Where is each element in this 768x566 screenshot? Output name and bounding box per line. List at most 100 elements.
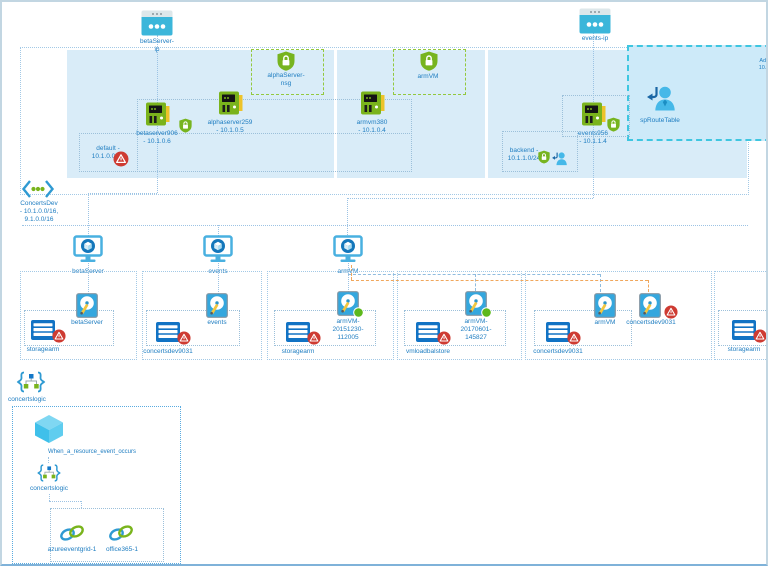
warning-icon xyxy=(52,329,66,343)
vm-icon[interactable] xyxy=(333,235,363,263)
shield-icon xyxy=(538,150,550,164)
public-ip-label: betaServer-ip xyxy=(140,38,174,53)
storage-inner-box xyxy=(718,310,766,346)
shield-icon xyxy=(179,118,192,133)
storage-label: storagearm xyxy=(281,348,315,355)
warning-icon xyxy=(567,331,581,345)
public-ip-icon[interactable] xyxy=(141,10,173,36)
storage-inner-box xyxy=(404,310,506,346)
connector-line xyxy=(88,193,157,194)
connector-line xyxy=(49,501,81,502)
connections-box xyxy=(50,508,164,562)
nic-icon[interactable] xyxy=(217,90,243,116)
storage-icon[interactable] xyxy=(285,319,311,345)
disk-icon[interactable] xyxy=(206,293,228,318)
resource-group-box xyxy=(525,271,712,360)
status-ok-icon xyxy=(353,307,364,318)
connector-line xyxy=(88,193,89,236)
warning-icon xyxy=(307,331,321,345)
storage-label: concertsdev9031 xyxy=(533,348,583,355)
logic-app-icon[interactable] xyxy=(14,370,48,394)
nic-label: events956- 10.1.1.4 xyxy=(578,130,608,145)
disk-icon[interactable] xyxy=(594,293,616,318)
connector-line xyxy=(348,263,349,292)
vm-icon[interactable] xyxy=(73,235,103,263)
resource-group-box xyxy=(714,271,766,360)
route-table-label: spRouteTable xyxy=(640,117,680,124)
connector-line xyxy=(49,494,50,501)
route-person-icon xyxy=(551,151,568,168)
connector-line-orange xyxy=(351,280,648,281)
connector-line xyxy=(347,198,593,199)
logic-inner-icon[interactable] xyxy=(35,463,63,483)
nic-icon[interactable] xyxy=(144,101,170,127)
resource-group-box xyxy=(142,271,262,360)
connector-line xyxy=(348,274,600,275)
subnet-tile-left xyxy=(67,50,334,178)
subnet-backend-resource-box xyxy=(562,95,630,137)
disk-label: betaServer xyxy=(71,319,103,326)
storage-icon[interactable] xyxy=(415,319,441,345)
storage-icon[interactable] xyxy=(731,317,757,343)
trigger-cube-icon[interactable] xyxy=(33,414,65,444)
nsg-lock-icon[interactable] xyxy=(277,51,295,71)
resource-group-box xyxy=(267,271,394,360)
vm-icon[interactable] xyxy=(203,235,233,263)
nic-icon[interactable] xyxy=(359,90,385,116)
connector-line xyxy=(600,274,601,292)
connector-line xyxy=(475,274,476,291)
nic-label: armvm380- 10.1.0.4 xyxy=(356,119,388,134)
connection-label: office365-1 xyxy=(105,546,139,553)
connector-line xyxy=(48,457,49,463)
subnet-default-label-box xyxy=(79,133,412,172)
disk-label: concertsdev9031 xyxy=(626,319,676,326)
nsg-box xyxy=(251,49,324,95)
route-table-icon[interactable] xyxy=(646,84,676,116)
status-ok-icon xyxy=(481,307,492,318)
disk-icon[interactable] xyxy=(76,293,98,318)
connection-link-icon[interactable] xyxy=(59,523,85,543)
shield-icon xyxy=(607,117,620,132)
disk-label: armVM xyxy=(594,319,616,326)
connector-line xyxy=(218,263,219,294)
nsg-label: armVM xyxy=(417,73,439,80)
warning-icon xyxy=(753,329,766,343)
storage-inner-box xyxy=(274,310,376,346)
nic-label: betaserver906- 10.1.0.6 xyxy=(136,130,178,145)
warning-icon xyxy=(437,331,451,345)
nsg-lock-icon[interactable] xyxy=(420,51,438,71)
resource-group-box xyxy=(397,271,522,360)
storage-label: storagearm xyxy=(727,346,761,353)
storage-label: vmloadbalstore xyxy=(405,348,451,355)
warning-icon xyxy=(113,151,129,167)
connector-line-orange xyxy=(351,265,352,280)
logic-app-label: concertslogic xyxy=(8,396,46,403)
storage-inner-box xyxy=(24,310,114,346)
nsg-box xyxy=(393,49,466,95)
storage-icon[interactable] xyxy=(545,319,571,345)
logic-app-box xyxy=(12,406,181,564)
trigger-label: When_a_resource_event_occurs xyxy=(47,449,137,455)
connection-label: azureeventgrid-1 xyxy=(47,546,97,553)
warning-icon xyxy=(664,305,678,319)
route-table-box xyxy=(627,45,766,141)
disk-icon[interactable] xyxy=(337,291,359,316)
storage-inner-box xyxy=(534,310,632,346)
warning-icon xyxy=(177,331,191,345)
resource-group-box xyxy=(20,271,137,360)
nic-icon[interactable] xyxy=(580,101,606,127)
nsg-label: alphaServer-nsg xyxy=(267,72,305,87)
connector-line xyxy=(218,225,219,236)
disk-icon[interactable] xyxy=(639,293,661,318)
vnet-icon[interactable] xyxy=(21,179,55,199)
public-ip-label: events-ip xyxy=(581,35,609,42)
storage-icon[interactable] xyxy=(155,319,181,345)
address-note: Addre10.10. xyxy=(758,58,767,71)
storage-icon[interactable] xyxy=(30,317,56,343)
connection-link-icon[interactable] xyxy=(108,523,134,543)
storage-label: concertsdev9031 xyxy=(143,348,193,355)
disk-icon[interactable] xyxy=(465,291,487,316)
public-ip-icon[interactable] xyxy=(579,8,611,34)
connector-line xyxy=(88,263,89,294)
